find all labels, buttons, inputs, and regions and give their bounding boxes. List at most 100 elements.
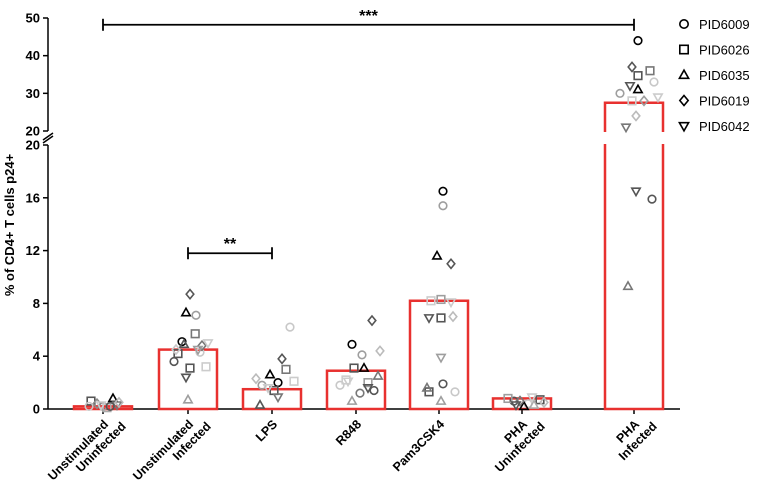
significance-label: ** — [224, 236, 237, 253]
data-point — [431, 249, 443, 260]
y-tick-label: 0 — [33, 402, 40, 417]
data-point — [357, 350, 367, 360]
x-category-line1: R848 — [333, 417, 364, 448]
significance-annotations: ***** — [102, 8, 635, 260]
data-point — [95, 401, 107, 412]
data-point — [627, 61, 637, 73]
legend-marker — [678, 68, 690, 80]
y-tick-label: 40 — [26, 48, 40, 63]
data-point — [201, 362, 211, 372]
x-category-label: LPS — [253, 417, 280, 444]
legend-label: PID6035 — [699, 68, 750, 83]
data-point — [272, 393, 284, 404]
data-point — [180, 306, 192, 317]
data-point — [535, 395, 545, 405]
data-point — [105, 401, 115, 411]
bar — [408, 299, 470, 411]
data-point — [448, 310, 458, 323]
data-point — [202, 339, 214, 349]
significance-label: *** — [359, 8, 378, 25]
data-point — [438, 186, 448, 196]
data-point — [281, 364, 291, 375]
data-point — [631, 110, 641, 122]
data-point — [197, 339, 207, 352]
data-point — [169, 356, 179, 367]
data-point — [639, 95, 649, 107]
data-point — [262, 384, 274, 394]
bar — [325, 369, 387, 411]
data-point — [178, 338, 190, 349]
data-point — [633, 35, 643, 46]
x-category-line1: Pam3CSK4 — [390, 417, 447, 474]
y-tick-label: 8 — [33, 296, 40, 311]
data-point — [435, 353, 447, 364]
data-point — [633, 71, 643, 81]
data-point — [436, 313, 446, 323]
data-point — [335, 380, 345, 390]
data-point — [349, 363, 359, 373]
data-point — [363, 377, 373, 388]
y-tick-label: 20 — [26, 138, 40, 153]
data-point — [191, 310, 201, 320]
y-tick-label: 12 — [26, 243, 40, 258]
data-point — [251, 372, 261, 385]
data-point — [620, 123, 632, 134]
data-point — [185, 363, 195, 373]
data-points — [84, 35, 664, 413]
data-point — [182, 393, 194, 404]
data-point — [254, 399, 266, 409]
bar — [157, 348, 219, 411]
data-point — [526, 393, 538, 404]
legend-marker — [678, 94, 690, 107]
data-point — [358, 362, 370, 372]
data-point — [342, 377, 354, 388]
legend: PID6009 PID6026 PID6035 PID6019 PID6042 — [678, 17, 750, 134]
data-point — [528, 399, 540, 409]
data-point — [367, 314, 377, 327]
y-tick-label: 50 — [26, 11, 40, 26]
data-point — [362, 384, 374, 394]
data-point — [185, 288, 195, 300]
data-point — [539, 396, 549, 409]
data-point — [190, 329, 200, 339]
x-category-line1: LPS — [253, 417, 280, 444]
data-point — [180, 373, 192, 384]
x-category-label: Pam3CSK4 — [390, 417, 447, 474]
data-point — [630, 187, 642, 198]
data-point — [438, 379, 448, 389]
bar-break-gap — [602, 132, 666, 144]
data-point — [652, 93, 664, 104]
data-point — [273, 378, 283, 388]
data-point — [173, 348, 183, 359]
x-category-label: R848 — [333, 417, 364, 448]
data-point — [372, 370, 384, 380]
data-point — [375, 345, 385, 357]
legend-marker — [678, 121, 690, 133]
y-tick-label: 4 — [33, 349, 41, 364]
data-point — [346, 395, 358, 405]
legend-label: PID6009 — [699, 17, 750, 32]
data-point — [632, 83, 644, 94]
data-point — [435, 395, 447, 405]
data-point — [622, 280, 634, 291]
y-tick-label: 20 — [26, 124, 40, 139]
legend-label: PID6026 — [699, 43, 750, 58]
legend-label: PID6042 — [699, 119, 750, 134]
legend-label: PID6019 — [699, 94, 750, 109]
data-point — [647, 194, 657, 204]
data-point — [264, 368, 276, 379]
y-tick-label: 30 — [26, 86, 40, 101]
legend-marker — [678, 18, 689, 29]
data-point — [649, 77, 659, 87]
bar — [241, 387, 303, 411]
y-axis-label: % of CD4+ T cells p24+ — [2, 153, 17, 296]
axis-break-mark — [42, 135, 54, 144]
data-point — [503, 393, 513, 404]
data-point — [510, 401, 522, 412]
